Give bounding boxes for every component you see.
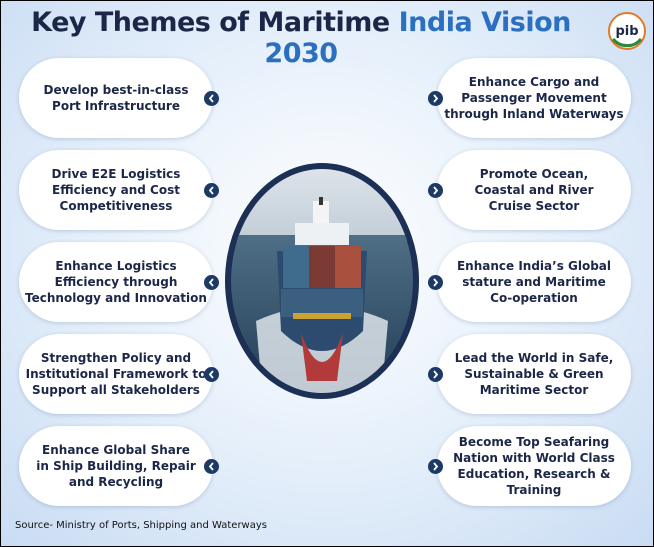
theme-card: Drive E2E Logistics Efficiency and Cost Co… xyxy=(19,150,213,230)
theme-line: Lead the World in Safe, xyxy=(454,351,614,365)
theme-line: Passenger Movement xyxy=(461,91,607,105)
theme-card: Become Top Seafaring Nation with World Cl… xyxy=(437,426,631,506)
theme-card: Enhance India’s Global stature and Mariti… xyxy=(437,242,631,322)
theme-line: Enhance Global Share xyxy=(42,443,190,457)
theme-line: Institutional Framework to xyxy=(25,367,207,381)
theme-line: Sustainable & Green xyxy=(464,367,604,381)
theme-line: and Recycling xyxy=(68,475,164,489)
logo: pib xyxy=(608,12,646,50)
theme-card: Develop best-in-class Port Infrastructure xyxy=(19,58,213,138)
theme-line: stature and Maritime xyxy=(462,275,606,289)
chevron xyxy=(428,91,443,106)
theme-line: through Inland Waterways xyxy=(444,107,624,121)
theme-line: Technology and Innovation xyxy=(25,291,207,305)
theme-line: Enhance India’s Global xyxy=(456,259,612,273)
theme-line: Co-operation xyxy=(490,291,578,305)
theme-line: Efficiency through xyxy=(54,275,178,289)
theme-line: Coastal and River xyxy=(474,183,594,197)
chevron xyxy=(428,459,443,474)
chevron xyxy=(204,91,219,106)
theme-line: in Ship Building, Repair xyxy=(36,459,196,473)
chevron xyxy=(204,275,219,290)
chevron xyxy=(428,275,443,290)
theme-line: Develop best-in-class xyxy=(43,83,189,97)
theme-line: Port Infrastructure xyxy=(52,99,180,113)
theme-card: Promote Ocean, Coastal and River Cruise Se… xyxy=(437,150,631,230)
theme-line: Nation with World Class xyxy=(453,451,615,465)
theme-card: Lead the World in Safe, Sustainable & Gre… xyxy=(437,334,631,414)
theme-line: Strengthen Policy and xyxy=(40,351,192,365)
theme-card: Strengthen Policy and Institutional Frame… xyxy=(19,334,213,414)
theme-card: Enhance Logistics Efficiency through Techn… xyxy=(19,242,213,322)
chevron xyxy=(204,367,219,382)
theme-line: Enhance Logistics xyxy=(55,259,177,273)
theme-line: Enhance Cargo and xyxy=(468,75,600,89)
title: Key Themes of Maritime India Vision 2030 xyxy=(1,7,601,69)
theme-line: Education, Research & Training xyxy=(457,467,611,497)
source: Source- Ministry of Ports, Shipping and … xyxy=(15,520,267,531)
theme-line: Cruise Sector xyxy=(488,199,580,213)
theme-line: Support all Stakeholders xyxy=(32,383,200,397)
theme-line: Maritime Sector xyxy=(479,383,589,397)
chevron xyxy=(428,367,443,382)
theme-card: Enhance Cargo and Passenger Movement throu… xyxy=(437,58,631,138)
chevron xyxy=(204,183,219,198)
theme-line: Promote Ocean, xyxy=(479,167,589,181)
theme-line: Efficiency and Cost xyxy=(52,183,180,197)
chevron xyxy=(428,183,443,198)
theme-line: Become Top Seafaring xyxy=(458,435,610,449)
chevron xyxy=(204,459,219,474)
theme-line: Drive E2E Logistics xyxy=(51,167,181,181)
title-part: India Vision 2030 xyxy=(264,7,571,69)
theme-card: Enhance Global Share in Ship Building, Re… xyxy=(19,426,213,506)
theme-line: Competitiveness xyxy=(59,199,173,213)
logo-text: pib xyxy=(615,24,638,39)
title-part: Key Themes of Maritime xyxy=(31,7,390,38)
